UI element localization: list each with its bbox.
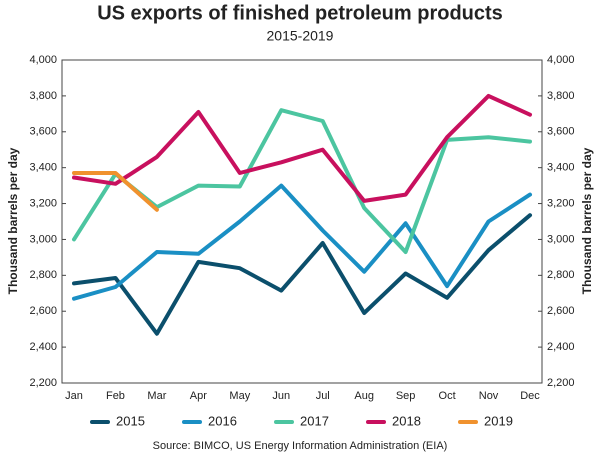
x-tick-label: Jan	[65, 390, 83, 402]
x-tick-label: Sep	[396, 390, 416, 402]
x-tick-label: Feb	[106, 390, 125, 402]
y-axis-label: Thousand barrels per day	[6, 147, 20, 294]
y2-tick-label: 3,600	[547, 126, 575, 138]
chart-subtitle: 2015-2019	[267, 28, 334, 44]
y-tick-label: 2,200	[29, 377, 57, 389]
y2-tick-label: 2,600	[547, 305, 575, 317]
y2-tick-label: 3,800	[547, 90, 575, 102]
y-tick-label: 2,400	[29, 341, 57, 353]
legend-label: 2017	[300, 413, 329, 428]
y-tick-label: 3,200	[29, 197, 57, 209]
y2-tick-label: 2,400	[547, 341, 575, 353]
y-tick-label: 4,000	[29, 54, 57, 66]
chart-title: US exports of finished petroleum product…	[97, 2, 503, 24]
x-tick-label: Dec	[520, 390, 540, 402]
x-tick-label: Jul	[316, 390, 330, 402]
y-tick-label: 3,600	[29, 126, 57, 138]
y2-tick-label: 4,000	[547, 54, 575, 66]
y-tick-label: 2,600	[29, 305, 57, 317]
x-tick-label: Apr	[190, 390, 207, 402]
y2-tick-label: 3,000	[547, 233, 575, 245]
series-line	[72, 213, 532, 336]
series-line	[72, 183, 532, 301]
y2-tick-label: 2,800	[547, 269, 575, 281]
y-tick-label: 3,400	[29, 162, 57, 174]
legend-label: 2016	[208, 413, 237, 428]
legend-label: 2018	[392, 413, 421, 428]
x-tick-label: Aug	[354, 390, 374, 402]
x-tick-label: May	[229, 390, 250, 402]
x-tick-label: Nov	[479, 390, 499, 402]
source: Source: BIMCO, US Energy Information Adm…	[153, 440, 448, 452]
y2-tick-label: 2,200	[547, 377, 575, 389]
x-tick-label: Jun	[272, 390, 290, 402]
y-tick-label: 3,800	[29, 90, 57, 102]
legend-label: 2015	[116, 413, 145, 428]
y2-axis-label: Thousand barrels per day	[580, 147, 594, 294]
series-line	[72, 108, 532, 254]
series-line	[72, 93, 532, 203]
x-tick-label: Mar	[147, 390, 166, 402]
x-tick-label: Oct	[439, 390, 456, 402]
y-tick-label: 2,800	[29, 269, 57, 281]
y2-tick-label: 3,400	[547, 162, 575, 174]
legend-label: 2019	[484, 413, 513, 428]
y-tick-label: 3,000	[29, 233, 57, 245]
series-line	[72, 171, 159, 212]
plot-frame	[61, 59, 543, 384]
y2-tick-label: 3,200	[547, 197, 575, 209]
